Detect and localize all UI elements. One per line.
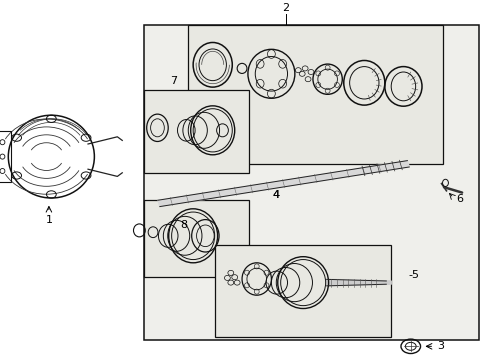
Bar — [215, 245, 390, 337]
Polygon shape — [158, 161, 408, 207]
Text: 3: 3 — [437, 341, 444, 351]
Text: 8: 8 — [180, 220, 186, 230]
Bar — [188, 25, 442, 164]
Bar — [0, 131, 11, 182]
Bar — [144, 25, 478, 340]
Text: 4: 4 — [272, 190, 279, 200]
Text: 2: 2 — [282, 3, 289, 13]
Text: 4: 4 — [272, 190, 279, 200]
Text: 1: 1 — [45, 215, 52, 225]
Bar — [144, 90, 249, 173]
Text: -5: -5 — [407, 270, 418, 280]
Text: 7: 7 — [170, 76, 177, 86]
Polygon shape — [326, 279, 390, 286]
Bar — [144, 200, 249, 277]
Text: 6: 6 — [455, 194, 462, 204]
